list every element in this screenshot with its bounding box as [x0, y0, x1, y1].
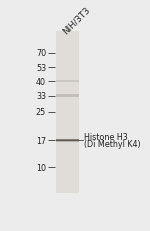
Text: 10: 10 — [36, 163, 46, 172]
Text: 33: 33 — [36, 92, 46, 101]
Bar — [56, 139, 79, 140]
Bar — [56, 140, 79, 141]
Text: 17: 17 — [36, 136, 46, 145]
Text: 40: 40 — [36, 77, 46, 86]
Bar — [56, 141, 79, 142]
Text: 70: 70 — [36, 49, 46, 58]
Bar — [56, 95, 79, 97]
Text: 25: 25 — [36, 108, 46, 117]
Bar — [56, 142, 79, 143]
Bar — [56, 32, 79, 193]
Bar — [56, 81, 79, 83]
Text: NIH/3T3: NIH/3T3 — [61, 5, 92, 36]
Text: 53: 53 — [36, 63, 46, 72]
Text: (Di Methyl K4): (Di Methyl K4) — [84, 139, 141, 148]
Bar — [56, 138, 79, 139]
Text: Histone H3: Histone H3 — [84, 132, 128, 141]
